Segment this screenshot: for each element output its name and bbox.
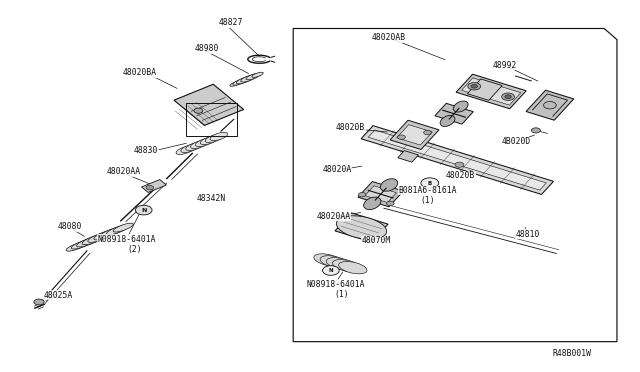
Ellipse shape	[252, 72, 263, 77]
Ellipse shape	[233, 79, 247, 85]
Ellipse shape	[205, 134, 223, 142]
Circle shape	[34, 299, 44, 305]
Text: N08918-6401A: N08918-6401A	[306, 280, 365, 289]
Ellipse shape	[241, 75, 257, 82]
Ellipse shape	[100, 227, 123, 237]
Circle shape	[455, 162, 464, 167]
Circle shape	[531, 128, 540, 133]
Text: 48020AA: 48020AA	[316, 212, 351, 221]
Text: 48827: 48827	[218, 19, 243, 28]
Ellipse shape	[71, 240, 93, 249]
Circle shape	[194, 108, 203, 113]
Polygon shape	[435, 103, 474, 124]
Text: 48992: 48992	[493, 61, 517, 70]
Circle shape	[468, 83, 481, 90]
Ellipse shape	[326, 258, 355, 270]
Ellipse shape	[440, 115, 455, 126]
Text: 48810: 48810	[515, 230, 540, 239]
Ellipse shape	[380, 179, 397, 191]
Ellipse shape	[113, 223, 133, 232]
Text: (1): (1)	[335, 290, 349, 299]
Circle shape	[323, 266, 339, 275]
Polygon shape	[361, 126, 554, 195]
Ellipse shape	[332, 260, 361, 272]
Ellipse shape	[230, 81, 241, 86]
Text: 4B020D: 4B020D	[502, 137, 531, 146]
Ellipse shape	[107, 225, 128, 235]
Text: (2): (2)	[127, 245, 142, 254]
Text: N08918-6401A: N08918-6401A	[98, 235, 156, 244]
Text: 48020BA: 48020BA	[123, 68, 157, 77]
Ellipse shape	[94, 230, 117, 240]
Text: 48342N: 48342N	[197, 195, 226, 203]
Circle shape	[387, 201, 394, 206]
Polygon shape	[526, 90, 573, 120]
Polygon shape	[390, 120, 439, 150]
Ellipse shape	[88, 232, 111, 243]
Ellipse shape	[210, 132, 228, 141]
Ellipse shape	[364, 197, 381, 209]
Circle shape	[424, 130, 431, 135]
Circle shape	[136, 205, 152, 215]
Ellipse shape	[339, 262, 367, 274]
Ellipse shape	[176, 146, 194, 154]
Circle shape	[397, 135, 405, 140]
Polygon shape	[461, 78, 521, 105]
Circle shape	[146, 186, 154, 190]
Text: N: N	[328, 268, 333, 273]
Polygon shape	[141, 180, 166, 192]
Circle shape	[421, 178, 439, 188]
Polygon shape	[368, 130, 547, 190]
Polygon shape	[397, 125, 433, 145]
Polygon shape	[398, 151, 419, 162]
Text: R48B001W: R48B001W	[553, 349, 592, 358]
Ellipse shape	[82, 234, 106, 245]
Text: 48020AA: 48020AA	[106, 167, 140, 176]
Ellipse shape	[186, 142, 204, 151]
Circle shape	[358, 192, 366, 197]
Circle shape	[502, 93, 515, 100]
Ellipse shape	[320, 256, 348, 268]
Text: 48080: 48080	[58, 222, 82, 231]
Circle shape	[543, 102, 556, 109]
Ellipse shape	[181, 144, 198, 153]
Ellipse shape	[453, 101, 468, 112]
Text: N: N	[141, 208, 147, 212]
Ellipse shape	[191, 140, 208, 148]
Text: 48830: 48830	[134, 146, 159, 155]
Polygon shape	[467, 79, 502, 100]
Polygon shape	[365, 186, 396, 202]
Ellipse shape	[77, 237, 99, 247]
Bar	[186, 103, 237, 136]
Polygon shape	[335, 213, 388, 242]
Ellipse shape	[195, 138, 213, 147]
Text: B: B	[428, 180, 432, 186]
Polygon shape	[456, 74, 526, 109]
Ellipse shape	[200, 136, 218, 145]
Polygon shape	[358, 182, 403, 207]
Text: 48020A: 48020A	[323, 165, 352, 174]
Text: 48070M: 48070M	[362, 236, 391, 246]
Ellipse shape	[236, 77, 252, 84]
Text: (1): (1)	[420, 196, 435, 205]
Text: 48020AB: 48020AB	[372, 33, 406, 42]
Text: 48980: 48980	[194, 44, 218, 53]
Text: B081A6-8161A: B081A6-8161A	[398, 186, 456, 195]
Text: 48025A: 48025A	[44, 291, 73, 300]
Circle shape	[505, 95, 511, 99]
Text: 48020B: 48020B	[336, 123, 365, 132]
Text: 48020B: 48020B	[446, 171, 475, 180]
Ellipse shape	[337, 216, 387, 239]
Ellipse shape	[66, 242, 86, 251]
Ellipse shape	[246, 73, 260, 80]
Polygon shape	[174, 84, 244, 125]
Ellipse shape	[314, 254, 342, 266]
Circle shape	[471, 84, 477, 88]
